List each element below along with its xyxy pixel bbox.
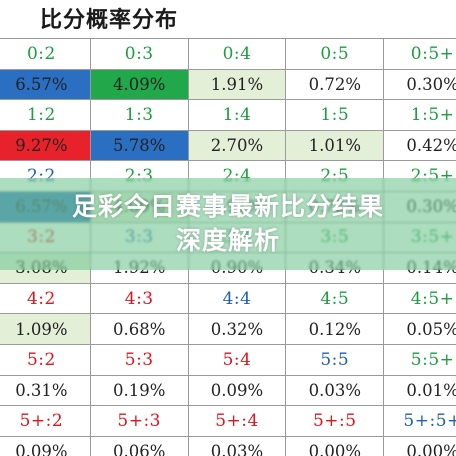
score-cell: 4:2	[0, 282, 91, 315]
probability-cell: 0.12%	[285, 313, 385, 345]
score-cell: 5:2	[0, 343, 91, 376]
score-cell: 5+:3	[89, 405, 189, 437]
score-row: 5+:2 5+:3 5+:4 5+:5 5+:5+	[0, 405, 456, 437]
score-cell: 5+:5+	[383, 405, 456, 437]
probability-cell: 0.31%	[0, 374, 91, 407]
score-cell: 5+:2	[0, 405, 91, 437]
score-cell: 1:3	[89, 99, 189, 131]
score-cell: 5:3	[89, 343, 189, 376]
probability-cell: 0.32%	[187, 313, 287, 345]
score-row: 1:2 1:3 1:4 1:5 1:5+	[0, 99, 456, 131]
probability-cell: 1.09%	[0, 313, 91, 345]
probability-cell: 2.70%	[187, 129, 287, 162]
headline-banner: 足彩今日赛事最新比分结果 深度解析	[0, 178, 456, 270]
probability-cell: 0.09%	[0, 435, 91, 456]
probability-cell: 0.19%	[89, 374, 189, 407]
probability-cell: 5.78%	[89, 129, 189, 162]
banner-headline-line-1: 足彩今日赛事最新比分结果	[71, 192, 384, 221]
probability-cell: 1.91%	[187, 68, 287, 101]
score-row: 5:2 5:3 5:4 5:5 5:5+	[0, 343, 456, 376]
probability-cell: 0.00%	[383, 435, 456, 456]
score-cell: 5:4	[187, 343, 287, 376]
probability-cell: 6.57%	[0, 68, 91, 101]
score-cell: 5:5+	[383, 343, 456, 376]
probability-row: 9.27% 5.78% 2.70% 1.01% 0.42%	[0, 129, 456, 162]
probability-row: 0.09% 0.06% 0.03% 0.00% 0.00%	[0, 435, 456, 456]
probability-cell: 0.68%	[89, 313, 189, 345]
probability-cell: 0.09%	[187, 374, 287, 407]
score-cell: 5+:4	[187, 405, 287, 437]
score-cell: 0:5	[285, 38, 385, 70]
probability-cell: 0.01%	[383, 374, 456, 407]
score-cell: 1:5+	[383, 99, 456, 131]
probability-cell: 4.09%	[89, 68, 189, 101]
score-cell: 0:4	[187, 38, 287, 70]
score-cell: 4:3	[89, 282, 189, 315]
probability-cell: 0.30%	[383, 68, 456, 101]
probability-cell: 0.00%	[285, 435, 385, 456]
probability-row: 6.57%4.09%1.91%0.72%0.30%	[0, 68, 456, 101]
probability-cell: 0.03%	[285, 374, 385, 407]
probability-cell: 0.05%	[383, 313, 456, 345]
score-cell: 4:5	[285, 282, 385, 315]
score-cell: 4:5+	[383, 282, 456, 315]
score-cell: 1:5	[285, 99, 385, 131]
probability-row: 0.31% 0.19% 0.09% 0.03% 0.01%	[0, 374, 456, 407]
score-cell: 1:2	[0, 99, 91, 131]
score-cell: 0:5+	[383, 38, 456, 70]
probability-cell: 9.27%	[0, 129, 91, 162]
probability-cell: 0.06%	[89, 435, 189, 456]
score-row: 4:2 4:3 4:4 4:5 4:5+	[0, 282, 456, 315]
score-cell: 0:2	[0, 38, 91, 70]
probability-row: 1.09% 0.68% 0.32% 0.12% 0.05%	[0, 313, 456, 345]
score-cell: 5:5	[285, 343, 385, 376]
probability-cell: 0.42%	[383, 129, 456, 162]
score-cell: 5+:5	[285, 405, 385, 437]
probability-cell: 1.01%	[285, 129, 385, 162]
score-cell: 4:4	[187, 282, 287, 315]
probability-cell: 0.03%	[187, 435, 287, 456]
page-title: 比分概率分布	[40, 7, 179, 33]
score-row: 0:2 0:3 0:4 0:5 0:5+	[0, 38, 456, 70]
score-cell: 0:3	[89, 38, 189, 70]
banner-headline-line-2: 深度解析	[175, 226, 280, 255]
probability-cell: 0.72%	[285, 68, 385, 101]
score-cell: 1:4	[187, 99, 287, 131]
